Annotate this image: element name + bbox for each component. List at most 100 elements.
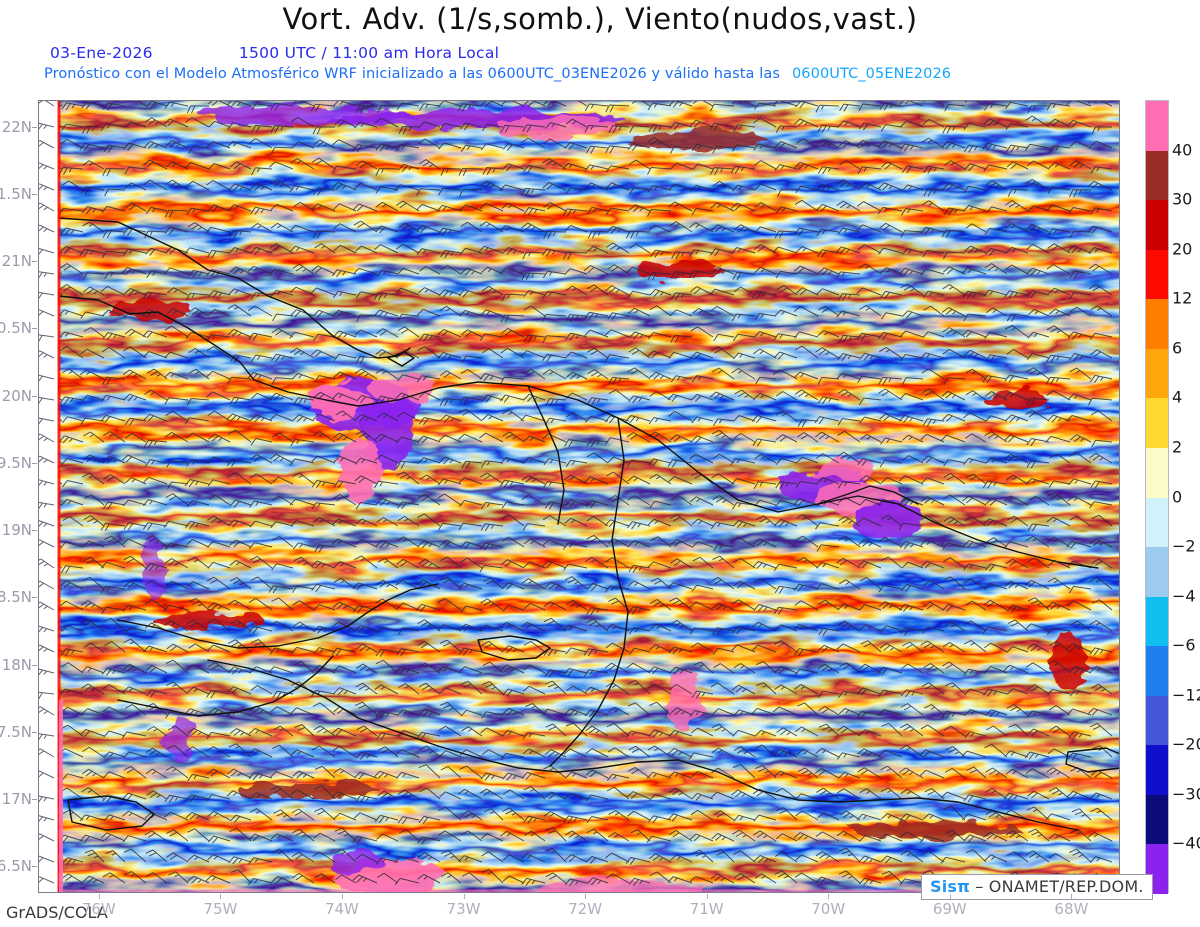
wind-barb <box>166 829 189 842</box>
wind-barb <box>880 437 903 445</box>
wind-barb <box>1047 414 1071 423</box>
wind-barb <box>689 833 714 842</box>
wind-barb <box>313 604 336 611</box>
wind-barb <box>397 515 420 527</box>
wind-barb <box>647 518 672 527</box>
wind-barb <box>986 537 1008 548</box>
wind-barb <box>314 375 336 383</box>
wind-barb <box>817 690 840 698</box>
wind-barb <box>607 456 630 464</box>
y-axis-tick-label: 0.5N <box>0 319 32 338</box>
wind-barb <box>460 830 483 842</box>
wind-barb <box>629 331 651 340</box>
wind-barb <box>627 606 651 615</box>
wind-barb <box>83 454 105 464</box>
wind-barb <box>709 391 735 401</box>
wind-barb <box>101 606 126 615</box>
wind-barb <box>1068 207 1092 215</box>
wind-barb <box>124 417 147 426</box>
wind-barb <box>921 455 945 464</box>
wind-barb <box>501 536 525 548</box>
wind-barb <box>775 410 798 422</box>
wind-barb <box>753 348 777 359</box>
wind-barb <box>880 477 903 485</box>
wind-barb <box>521 877 546 887</box>
wind-barb <box>290 789 315 800</box>
y-axis-tick-mark <box>32 731 37 733</box>
wind-barb <box>122 538 147 548</box>
wind-barb <box>899 723 924 737</box>
wind-barb <box>502 688 525 697</box>
wind-barb <box>104 271 126 280</box>
wind-barb <box>878 689 903 697</box>
wind-barb <box>733 663 756 674</box>
wind-barb <box>291 873 315 884</box>
wind-barb <box>585 145 609 154</box>
wind-barb <box>124 871 147 884</box>
wind-barb <box>38 601 55 611</box>
wind-barb <box>460 557 483 569</box>
wind-barb <box>775 125 798 133</box>
wind-barb <box>773 333 798 341</box>
wind-barb <box>923 165 945 174</box>
wind-barb <box>797 419 819 428</box>
wind-barb <box>461 726 483 737</box>
wind-barb <box>815 851 840 863</box>
x-axis-tick-mark <box>585 894 587 899</box>
wind-barb <box>376 328 399 338</box>
wind-barb <box>755 661 777 674</box>
wind-barb <box>711 224 735 233</box>
wind-barb <box>272 476 294 485</box>
wind-barb <box>564 142 588 151</box>
wind-barb <box>1027 710 1050 718</box>
map-plot-area[interactable] <box>38 100 1120 893</box>
wind-barb <box>289 458 315 466</box>
wind-barb <box>754 729 777 737</box>
wind-barb <box>1046 204 1071 212</box>
wind-barb <box>542 291 567 299</box>
wind-barb <box>439 305 462 317</box>
wind-barb <box>920 560 945 569</box>
wind-barb <box>437 493 462 506</box>
wind-barb <box>795 854 819 863</box>
wind-barb <box>165 766 189 779</box>
wind-barb <box>292 621 315 632</box>
wind-barb <box>123 581 147 590</box>
wind-barb <box>1026 806 1050 821</box>
wind-barb <box>460 267 483 276</box>
wind-barb <box>481 749 504 758</box>
wind-barb <box>524 830 546 842</box>
wind-barb <box>1005 414 1029 423</box>
wind-barb <box>521 474 546 485</box>
wind-barb <box>1004 434 1029 443</box>
wind-barb <box>963 540 987 548</box>
wind-barb <box>352 835 378 844</box>
wind-barb <box>1027 557 1050 569</box>
wind-barb <box>1046 354 1071 363</box>
wind-barb <box>187 500 210 508</box>
wind-barb <box>418 815 441 824</box>
wind-barb <box>1045 813 1071 821</box>
wind-barb <box>670 292 693 301</box>
wind-barb <box>333 768 357 779</box>
wind-barb <box>185 794 210 803</box>
wind-barb <box>248 305 273 317</box>
wind-barb <box>627 290 651 298</box>
wind-barb <box>1027 205 1050 213</box>
wind-barb <box>145 768 168 779</box>
wind-barb <box>984 263 1008 275</box>
wind-barb <box>59 284 84 296</box>
wind-barb <box>249 520 273 528</box>
wind-barb <box>398 683 420 695</box>
wind-barb <box>208 163 231 170</box>
wind-barb <box>1087 707 1113 716</box>
wind-barb <box>522 732 546 740</box>
wind-barb <box>461 460 483 469</box>
wind-barb <box>691 584 714 592</box>
wind-barb <box>188 368 210 380</box>
wind-barb <box>858 604 882 611</box>
wind-barb <box>1027 728 1050 737</box>
wind-barb <box>290 707 315 716</box>
wind-barb <box>458 433 483 443</box>
wind-barb <box>607 538 630 548</box>
